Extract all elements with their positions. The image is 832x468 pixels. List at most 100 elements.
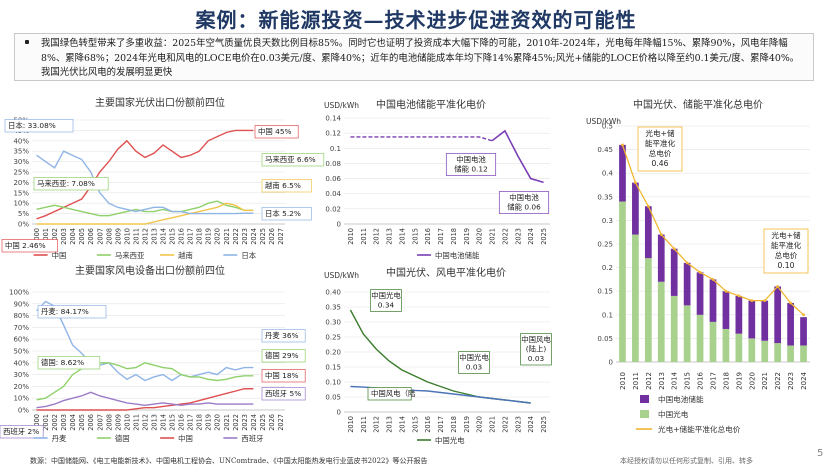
legend-label: 德国 (115, 434, 130, 443)
x-tick-label: 2023 (514, 416, 522, 433)
total-point (685, 261, 689, 265)
annotation-line: 越南 6.5% (265, 181, 301, 190)
series-line-dashed (350, 136, 493, 142)
copyright-note: 本经授权请勿以任何形式复制、引用、转多 (620, 457, 753, 465)
annotation-label: 中国光电 0.34 (371, 291, 401, 310)
x-tick-label: 2024 (527, 228, 535, 245)
bar-storage (709, 279, 717, 322)
y-tick-label: 0.25 (325, 334, 341, 342)
annotation-box (261, 179, 312, 193)
annotation-label: 光电+储能平准化总电价 0.46 (645, 128, 676, 168)
x-tick-label: 2025 (259, 414, 267, 431)
bar-storage (735, 295, 743, 334)
y-tick-label: 0.04 (325, 190, 341, 198)
y-tick-label: 90% (13, 300, 29, 308)
bar-storage (774, 286, 782, 344)
y-tick-label: 0% (18, 221, 29, 229)
x-tick-label: 2010 (347, 228, 355, 245)
annotation-box (261, 153, 325, 167)
y-tick-label: 0.35 (325, 304, 341, 312)
y-tick-label: 0 (609, 359, 613, 367)
legend-swatch (640, 410, 649, 418)
annotation-label: 中国 45% (258, 127, 292, 136)
legend-label: 光电+储能平准化总电价 (658, 424, 741, 434)
bar-pv (722, 328, 730, 362)
annotation-label: 德国: 8.62% (41, 358, 84, 367)
y-tick-label: 70% (13, 324, 29, 332)
chart-battery-lcoe: 中国电池储能平准化电价 USD/kWh 0 0.02 0.04 0.06 0.08 0.1 0.… (324, 98, 550, 260)
y-tick-label: 0.45 (597, 146, 613, 154)
x-tick-label: 2006 (87, 228, 95, 245)
annotation-box (498, 191, 550, 214)
annotation-label: 丹麦: 84.17% (41, 307, 89, 316)
bar-pv (619, 201, 626, 362)
bar-pv (632, 234, 639, 362)
y-tick-label: 0.10 (325, 379, 341, 387)
x-tick-label: 2015 (411, 416, 419, 433)
total-point (698, 270, 702, 274)
x-tick-label: 2003 (60, 414, 68, 431)
x-tick-label: 2018 (196, 228, 204, 245)
legend-label: 中国电池储能 (658, 394, 704, 404)
y-tick-label: 0 (337, 409, 341, 417)
series-line (36, 129, 254, 220)
annotation-line: 总电价 (775, 250, 798, 260)
bar-pv (800, 345, 807, 362)
annotation-line: 0.10 (778, 261, 795, 270)
y-tick-label: 60% (13, 336, 29, 344)
x-tick-label: 2020 (476, 416, 484, 433)
annotation-box (458, 351, 490, 374)
x-tick-label: 2016 (178, 414, 186, 431)
x-tick-label: 2013 (386, 228, 394, 245)
y-tick-label: 25% (13, 169, 29, 177)
annotation-line: 光电+储 (771, 230, 801, 240)
legend-label: 中国光电 (435, 436, 465, 445)
x-tick-label: 2019 (205, 228, 213, 245)
x-tick-label: 2007 (96, 228, 104, 245)
total-point (672, 247, 676, 251)
annotation-box (520, 333, 552, 366)
annotation-label: 中国 2.46% (5, 241, 46, 250)
x-tick-label: 2018 (450, 228, 458, 245)
y-tick-label: 50% (13, 348, 29, 356)
annotation-label: 日本: 33.08% (8, 121, 56, 130)
x-tick-label: 2022 (501, 228, 509, 245)
x-tick-label: 2014 (160, 228, 168, 245)
x-tick-label: 2016 (697, 371, 705, 389)
bullet-icon (25, 40, 29, 44)
x-tick-label: 2024 (527, 416, 535, 433)
annotation-line: 0.03 (528, 354, 545, 363)
total-point (724, 289, 728, 293)
annotation-box (37, 356, 101, 370)
y-tick-label: 0.15 (325, 364, 341, 372)
y-tick-label: 0.12 (325, 130, 341, 138)
x-tick-label: 2008 (105, 414, 113, 431)
x-tick-label: 2020 (214, 228, 222, 245)
annotation-line: 中国风电（陆 (371, 389, 416, 398)
x-tick-label: 2016 (424, 416, 432, 433)
series-line (36, 362, 254, 401)
annotation-line: 储能 0.06 (507, 203, 541, 212)
legend-label: 中国电池储能 (435, 251, 480, 260)
x-tick-label: 2012 (645, 372, 653, 390)
x-tick-label: 2013 (150, 414, 158, 431)
x-tick-label: 2002 (51, 414, 59, 431)
series-line (36, 300, 254, 382)
x-tick-label: 2000 (33, 414, 41, 431)
annotation-line: 日本 5.2% (265, 209, 301, 218)
annotation-line: 中国光电 (371, 291, 401, 300)
annotation-label: 马来西亚 6.6% (265, 155, 316, 164)
annotation-line: 0.46 (652, 159, 669, 168)
bar-pv (709, 321, 717, 362)
x-tick-label: 2025 (259, 228, 267, 245)
x-tick-label: 2021 (489, 416, 497, 433)
x-tick-label: 2012 (141, 414, 149, 431)
y-tick-label: 15% (13, 189, 29, 197)
y-tick-label: 0.06 (325, 175, 341, 183)
y-tick-label: 80% (13, 312, 29, 320)
annotation-line: (陆上) (526, 345, 547, 354)
annotation-box (261, 369, 306, 383)
x-tick-label: 2019 (205, 414, 213, 431)
legend-label: 中国 (178, 434, 193, 443)
series-line (36, 202, 254, 225)
